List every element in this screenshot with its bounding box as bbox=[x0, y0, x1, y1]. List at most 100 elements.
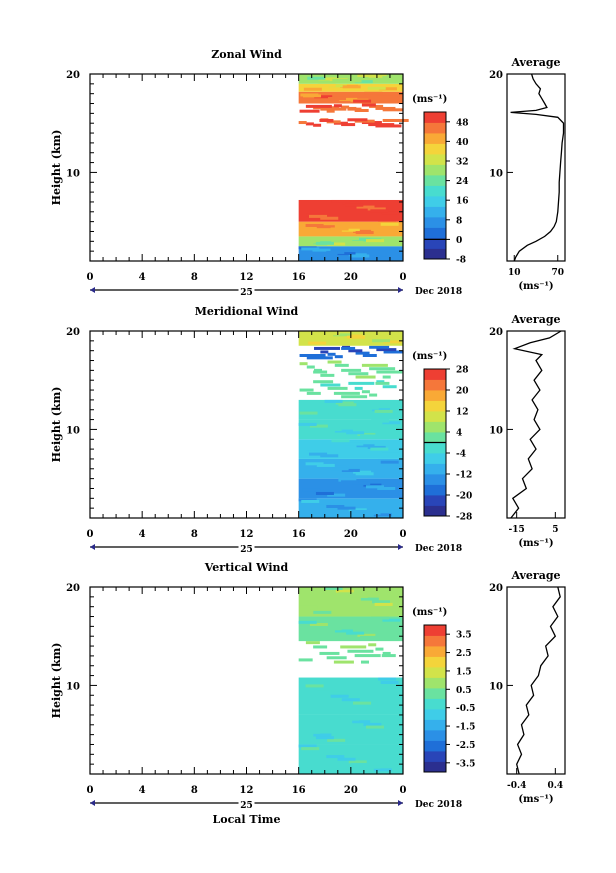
heatmap-cell bbox=[366, 239, 385, 243]
heatmap-cell bbox=[326, 109, 335, 113]
heatmap-cell bbox=[321, 625, 340, 629]
heatmap-cell bbox=[378, 458, 397, 462]
colorbar-swatch bbox=[424, 730, 446, 741]
average-profile: Average 10 20 -0.4 0.4 (ms⁻¹) bbox=[489, 569, 566, 805]
heatmap-cell bbox=[326, 755, 345, 759]
colorbar-swatch bbox=[424, 677, 446, 689]
colorbar-swatch bbox=[424, 719, 446, 731]
colorbar-swatch bbox=[424, 751, 446, 762]
heatmap-cell bbox=[347, 118, 368, 122]
y-tick-label: 10 bbox=[66, 425, 80, 436]
heatmap-cell bbox=[351, 509, 370, 513]
profile-y-tick-label: 20 bbox=[489, 583, 503, 594]
heatmap-cell bbox=[367, 207, 386, 211]
x-tick-label: 0 bbox=[87, 529, 94, 540]
heatmap-cell bbox=[324, 399, 343, 403]
heatmap-cell bbox=[366, 473, 385, 477]
heatmap-cell bbox=[318, 77, 337, 81]
profile-y-tick-label: 10 bbox=[489, 681, 503, 692]
colorbar-frame bbox=[423, 111, 447, 260]
heatmap-cell bbox=[347, 107, 362, 111]
heatmap-cell bbox=[320, 350, 329, 354]
y-axis-label: Height (km) bbox=[50, 387, 63, 463]
x-tick-label: 0 bbox=[400, 785, 407, 796]
colorbar-unit: (ms⁻¹) bbox=[412, 94, 447, 105]
colorbar-swatch bbox=[424, 709, 446, 720]
date-bar-arrow-right bbox=[398, 800, 403, 806]
heatmap-cell bbox=[382, 375, 391, 379]
heatmap-cell bbox=[330, 694, 349, 698]
colorbar-swatch bbox=[424, 122, 446, 134]
colorbar-swatch bbox=[424, 484, 446, 496]
heatmap-cell bbox=[327, 493, 346, 497]
colorbar-tick-label: 40 bbox=[456, 138, 469, 148]
heatmap-cell bbox=[312, 501, 331, 505]
heatmap-cell bbox=[324, 587, 343, 590]
heatmap-cell bbox=[382, 118, 409, 122]
heatmap-cell bbox=[345, 442, 364, 446]
heatmap-cell bbox=[313, 490, 332, 494]
heatmap-cell bbox=[378, 677, 397, 681]
heatmap-cell bbox=[305, 122, 314, 126]
colorbar: (ms⁻¹) -28 -20 -12 -4 4 12 20 28 bbox=[412, 351, 472, 523]
heatmap-cell bbox=[335, 589, 354, 593]
heatmap-cell bbox=[376, 348, 397, 352]
x-tick-label: 12 bbox=[240, 272, 254, 283]
heatmap-cell bbox=[357, 432, 376, 436]
heatmap-cell bbox=[332, 78, 351, 82]
heatmap-cell bbox=[299, 605, 318, 609]
heatmap-cell bbox=[360, 406, 379, 410]
heatmap-cell bbox=[337, 252, 356, 256]
heatmap-cells bbox=[298, 74, 409, 261]
heatmap-cell bbox=[348, 760, 367, 764]
profile-x-tick-label: 10 bbox=[508, 268, 521, 278]
date-label: Dec 2018 bbox=[415, 544, 462, 554]
colorbar-swatch bbox=[424, 248, 446, 260]
heatmap-cell bbox=[319, 118, 334, 122]
colorbar-swatch bbox=[424, 185, 446, 197]
heatmap-cell bbox=[299, 362, 308, 366]
heatmap-cell bbox=[320, 216, 339, 220]
heatmap-cell bbox=[359, 635, 378, 639]
heatmap-cell bbox=[309, 623, 328, 627]
heatmap-cell bbox=[301, 747, 320, 751]
colorbar-tick-label: 16 bbox=[456, 197, 469, 207]
heatmap-cell bbox=[327, 242, 346, 246]
profile-x-tick-label: 5 bbox=[552, 525, 558, 535]
y-tick-label: 10 bbox=[66, 681, 80, 692]
colorbar-swatch bbox=[424, 635, 446, 647]
heatmap-cell bbox=[334, 629, 353, 633]
heatmap-cell bbox=[315, 88, 334, 92]
heatmap-cell bbox=[370, 209, 389, 213]
heatmap-cell bbox=[334, 355, 343, 359]
date-day: 25 bbox=[240, 545, 253, 555]
heatmap-cell bbox=[323, 427, 342, 431]
heatmap-cell bbox=[354, 386, 363, 390]
y-tick-label: 10 bbox=[66, 168, 80, 179]
heatmap-band bbox=[298, 91, 403, 104]
heatmap-cell bbox=[328, 84, 347, 88]
heatmap-cell bbox=[313, 123, 322, 127]
date-bar-arrow-right bbox=[398, 544, 403, 550]
profile-y-tick-label: 10 bbox=[489, 425, 503, 436]
profile-frame bbox=[506, 73, 566, 262]
heatmap-cell bbox=[366, 232, 385, 236]
x-tick-label: 0 bbox=[87, 785, 94, 796]
colorbar-frame bbox=[423, 624, 447, 773]
heatmap-cell bbox=[305, 641, 320, 645]
colorbar-swatch bbox=[424, 463, 446, 475]
heatmap-cell bbox=[334, 363, 349, 367]
colorbar-tick-label: 20 bbox=[456, 387, 469, 397]
colorbar-swatch bbox=[424, 656, 446, 668]
heatmap-cell bbox=[315, 241, 334, 245]
heatmap-cell bbox=[363, 483, 382, 487]
heatmap-cell bbox=[328, 97, 347, 101]
colorbar-tick-label: 48 bbox=[456, 118, 469, 128]
colorbar-swatch bbox=[424, 688, 446, 699]
colorbar-swatch bbox=[424, 411, 446, 422]
colorbar: (ms⁻¹) -3.5 -2.5 -1.5 -0.5 0.5 1.5 2.5 3.5 bbox=[412, 607, 475, 773]
profile-x-tick-label: 70 bbox=[551, 268, 564, 278]
heatmap-cell bbox=[323, 752, 342, 756]
heatmap-cell bbox=[373, 768, 392, 772]
